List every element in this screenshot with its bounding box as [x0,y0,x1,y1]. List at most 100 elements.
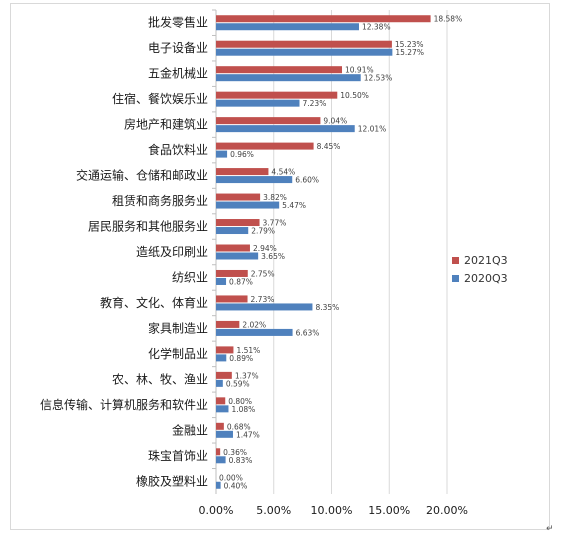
bar [216,99,300,107]
bar [216,40,392,48]
legend: 2021Q3 2020Q3 [452,254,508,285]
data-label: 0.36% [223,448,247,457]
category-label: 电子设备业 [148,41,208,55]
bar [216,328,293,336]
data-label: 0.68% [227,422,251,431]
category-label: 农、林、牧、渔业 [112,372,208,386]
bar [216,379,223,387]
data-label: 1.08% [231,405,255,414]
data-label: 15.27% [395,48,424,57]
category-label: 住宿、餐饮娱乐业 [112,91,208,106]
data-label: 10.91% [345,66,374,75]
category-label: 房地产和建筑业 [124,117,208,132]
data-label: 1.51% [236,346,260,355]
data-label: 2.79% [251,227,275,236]
bar [216,91,338,99]
bar [216,320,240,328]
x-tick-label: 0.00% [199,504,234,517]
bar [216,219,260,227]
category-label: 信息传输、计算机服务和软件业 [40,397,208,412]
bar [216,244,250,252]
x-tick-label: 15.00% [368,504,410,517]
bar [216,405,229,413]
bar [216,227,249,235]
bar [216,117,321,125]
x-tick-label: 5.00% [256,504,291,517]
bar [216,150,228,158]
bar [216,456,226,464]
legend-swatch [452,275,459,282]
legend-label: 2020Q3 [464,272,508,285]
data-label: 5.47% [282,201,306,210]
data-label: 18.58% [434,15,463,24]
category-label: 租赁和商务服务业 [112,193,208,208]
data-label: 8.35% [315,303,339,312]
data-label: 0.59% [226,379,250,388]
data-label: 2.73% [251,295,275,304]
data-label: 12.53% [364,74,393,83]
bar [216,201,280,209]
data-label: 3.82% [263,193,287,202]
category-label: 化学制品业 [148,346,208,361]
legend-label: 2021Q3 [464,254,508,267]
bar [216,430,233,438]
category-label: 纺织业 [172,270,208,284]
category-label: 食品饮料业 [148,142,208,157]
bar [216,125,355,133]
data-label: 1.37% [235,371,259,380]
data-label: 0.96% [230,150,254,159]
data-label: 12.01% [358,125,387,134]
data-label: 12.38% [362,23,391,32]
data-label: 9.04% [323,117,347,126]
data-label: 6.60% [295,176,319,185]
data-label: 0.89% [229,354,253,363]
bar [216,295,248,303]
data-label: 2.75% [251,269,275,278]
category-label: 造纸及印刷业 [136,245,208,259]
bar [216,422,224,430]
data-label: 8.45% [317,142,341,151]
category-label: 五金机械业 [148,66,208,81]
bar [216,277,227,285]
x-tick-label: 20.00% [426,504,468,517]
data-label: 0.83% [229,456,253,465]
data-label: 10.50% [340,91,369,100]
data-label: 6.63% [296,328,320,337]
bar [216,397,226,405]
bar [216,371,232,379]
data-label: 4.54% [271,168,295,177]
bar [216,481,221,489]
bar [216,142,314,150]
grid-layer [212,9,448,494]
category-label: 交通运输、仓储和邮政业 [76,168,208,183]
bar-layer [216,15,431,489]
category-label: 教育、文化、体育业 [100,295,208,310]
bar [216,193,261,201]
category-label: 珠宝首饰业 [148,449,208,463]
bar [216,252,259,260]
category-label: 批发零售业 [148,15,208,30]
bar [216,74,361,82]
data-label: 0.40% [224,481,248,490]
label-layer: 0.00% 5.00% 10.00% 15.00% 20.00% 批发零售业 18.58% 1… [40,15,468,517]
data-label: 0.87% [229,277,253,286]
category-label: 金融业 [172,422,208,437]
data-label: 3.77% [263,219,287,228]
bar [216,15,431,23]
bar [216,48,393,56]
data-label: 3.65% [261,252,285,261]
data-label: 2.02% [242,320,266,329]
category-label: 家具制造业 [148,320,208,335]
data-label: 15.23% [395,40,424,49]
data-label: 7.23% [303,99,327,108]
paragraph-mark: ↵ [546,524,554,534]
bar [216,354,227,362]
legend-swatch [452,257,459,264]
x-tick-label: 10.00% [311,504,353,517]
data-label: 0.00% [219,473,243,482]
bar [216,66,343,74]
bar [216,23,359,31]
bar [216,269,248,277]
data-label: 2.94% [253,244,277,253]
